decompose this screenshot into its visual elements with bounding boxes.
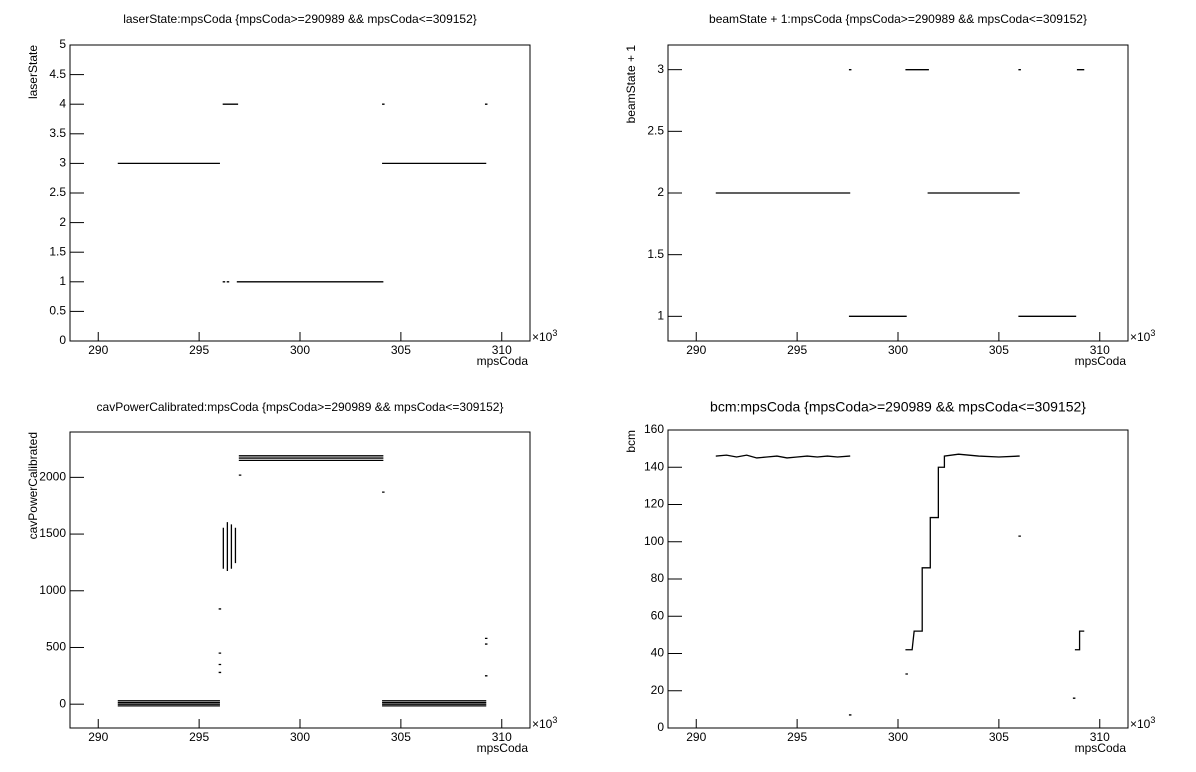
y-tick-label: 0: [657, 720, 664, 734]
y-tick-label: 1: [657, 309, 664, 323]
chart-title: beamState + 1:mpsCoda {mpsCoda>=290989 &…: [709, 12, 1087, 26]
x-tick-label: 295: [189, 730, 209, 744]
chart-title: cavPowerCalibrated:mpsCoda {mpsCoda>=290…: [97, 400, 504, 414]
y-tick-label: 120: [644, 497, 664, 511]
x-multiplier-exponent: 3: [552, 328, 557, 338]
x-multiplier-base: ×10: [532, 330, 553, 344]
y-axis-title: bcm: [624, 430, 638, 453]
x-tick-label: 310: [492, 730, 512, 744]
x-tick-label: 305: [391, 730, 411, 744]
y-tick-label: 20: [651, 683, 665, 697]
x-tick-label: 295: [189, 343, 209, 357]
x-multiplier: ×103: [532, 328, 557, 344]
y-tick-label: 0.5: [49, 304, 66, 318]
y-tick-label: 4.5: [49, 67, 66, 81]
y-tick-label: 2: [59, 215, 66, 229]
y-tick-label: 1: [59, 274, 66, 288]
chart-title: bcm:mpsCoda {mpsCoda>=290989 && mpsCoda<…: [710, 399, 1086, 415]
x-tick-label: 290: [88, 730, 108, 744]
data-line: [715, 69, 1085, 317]
y-axis-title: beamState + 1: [624, 45, 638, 124]
x-tick-label: 295: [787, 343, 807, 357]
y-tick-label: 3: [657, 62, 664, 76]
plot-frame: [69, 44, 531, 342]
x-tick-label: 305: [989, 343, 1009, 357]
y-tick-label: 160: [644, 422, 664, 436]
y-tick-label: 1500: [39, 526, 66, 540]
y-tick-label: 100: [644, 534, 664, 548]
x-multiplier-exponent: 3: [552, 715, 557, 725]
x-multiplier-exponent: 3: [1150, 715, 1155, 725]
x-multiplier-base: ×10: [532, 717, 553, 731]
y-tick-label: 2.5: [49, 185, 66, 199]
y-tick-label: 3: [59, 156, 66, 170]
x-multiplier: ×103: [1130, 715, 1155, 731]
x-axis-title: mpsCoda: [1075, 354, 1127, 368]
data-line: [117, 455, 488, 707]
y-tick-label: 2.5: [647, 124, 664, 138]
y-tick-label: 140: [644, 459, 664, 473]
x-multiplier-exponent: 3: [1150, 328, 1155, 338]
x-tick-label: 310: [492, 343, 512, 357]
x-tick-label: 310: [1090, 730, 1110, 744]
x-tick-label: 305: [391, 343, 411, 357]
x-tick-label: 300: [888, 730, 908, 744]
x-tick-label: 300: [290, 730, 310, 744]
x-tick-label: 310: [1090, 343, 1110, 357]
y-tick-label: 0: [59, 333, 66, 347]
x-axis-title: mpsCoda: [477, 741, 529, 755]
y-tick-label: 1.5: [647, 247, 664, 261]
y-tick-label: 4: [59, 96, 66, 110]
plot-frame: [667, 429, 1129, 729]
y-tick-label: 3.5: [49, 126, 66, 140]
x-tick-label: 305: [989, 730, 1009, 744]
y-tick-label: 2000: [39, 470, 66, 484]
chart-title: laserState:mpsCoda {mpsCoda>=290989 && m…: [123, 12, 477, 26]
x-multiplier: ×103: [1130, 328, 1155, 344]
plot-frame: [69, 431, 531, 729]
x-multiplier: ×103: [532, 715, 557, 731]
x-axis-title: mpsCoda: [1075, 741, 1127, 755]
x-tick-label: 290: [88, 343, 108, 357]
y-tick-label: 0: [59, 696, 66, 710]
x-tick-label: 290: [686, 343, 706, 357]
y-axis-title: laserState: [26, 45, 40, 99]
x-multiplier-base: ×10: [1130, 330, 1151, 344]
x-axis-title: mpsCoda: [477, 354, 529, 368]
x-tick-label: 300: [888, 343, 908, 357]
y-tick-label: 1000: [39, 583, 66, 597]
data-line: [117, 103, 488, 283]
x-tick-label: 300: [290, 343, 310, 357]
x-multiplier-base: ×10: [1130, 717, 1151, 731]
y-tick-label: 500: [46, 640, 66, 654]
x-tick-label: 295: [787, 730, 807, 744]
y-tick-label: 5: [59, 37, 66, 51]
x-tick-label: 290: [686, 730, 706, 744]
y-tick-label: 2: [657, 185, 664, 199]
y-tick-label: 40: [651, 646, 665, 660]
y-tick-label: 60: [651, 608, 665, 622]
y-axis-title: cavPowerCalibrated: [26, 432, 40, 539]
data-line: [715, 453, 1085, 716]
y-tick-label: 1.5: [49, 244, 66, 258]
y-tick-label: 80: [651, 571, 665, 585]
